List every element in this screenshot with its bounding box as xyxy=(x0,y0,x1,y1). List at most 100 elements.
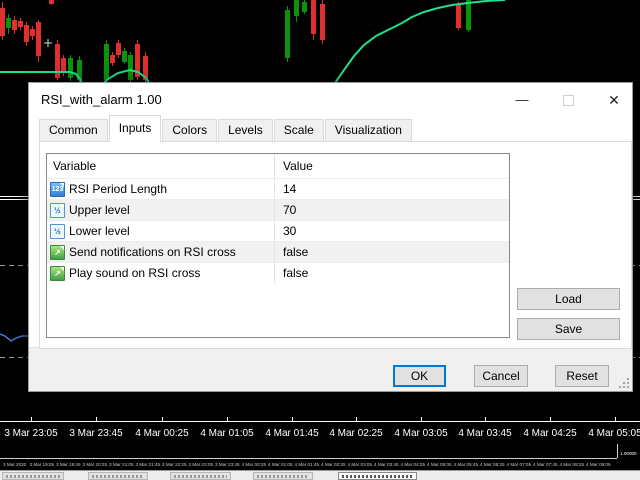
time-axis-label: 3 Mar 23:05 xyxy=(4,428,58,439)
time-axis-label: 4 Mar 03:45 xyxy=(458,428,512,439)
candle-body xyxy=(122,51,127,62)
candle-body xyxy=(24,25,29,42)
table-row[interactable]: ↗ Send notifications on RSI cross false xyxy=(47,241,509,262)
ma-line xyxy=(99,68,152,87)
candle-body xyxy=(320,4,325,40)
ma-line xyxy=(332,0,506,87)
candle-body xyxy=(6,18,11,28)
candle-body xyxy=(302,2,307,12)
candle-body xyxy=(68,58,73,78)
candle-body xyxy=(116,43,121,55)
mini-time-axis-label: 4 Mar 05:45 xyxy=(454,462,479,467)
reset-button[interactable]: Reset xyxy=(555,365,609,387)
mini-time-axis-label: 4 Mar 08:25 xyxy=(560,462,585,467)
chart-window-tab[interactable] xyxy=(2,472,64,480)
minimize-icon[interactable]: — xyxy=(515,92,529,107)
candle-body xyxy=(0,8,5,36)
tab-levels[interactable]: Levels xyxy=(218,119,273,141)
time-axis-label: 3 Mar 23:45 xyxy=(69,428,123,439)
mini-time-axis-label: 3 Mar 21:45 xyxy=(136,462,161,467)
table-row[interactable]: ↗ Play sound on RSI cross false xyxy=(47,262,509,283)
indicator-properties-dialog: RSI_with_alarm 1.00 — ✕ Common Inputs Co… xyxy=(28,82,633,392)
chart-window-tabbar xyxy=(0,470,640,480)
candle-body xyxy=(61,58,66,72)
bool-icon: ↗ xyxy=(50,244,65,260)
inputs-table[interactable]: Variable Value 123 RSI Period Length 14 … xyxy=(46,153,510,338)
inputs-tab-page: Variable Value 123 RSI Period Length 14 … xyxy=(39,141,632,349)
variable-value[interactable]: 14 xyxy=(274,179,509,199)
mini-time-axis-label: 4 Mar 01:05 xyxy=(268,462,293,467)
mini-time-axis-label: 4 Mar 04:25 xyxy=(401,462,426,467)
candle-body xyxy=(18,21,23,27)
mini-time-axis-label: 4 Mar 05:05 xyxy=(427,462,452,467)
mini-time-axis-label: 3 Mar 22:25 xyxy=(162,462,187,467)
variable-name: Upper level xyxy=(69,203,130,217)
variable-value[interactable]: false xyxy=(274,263,509,283)
variable-name: RSI Period Length xyxy=(69,182,168,196)
cancel-button[interactable]: Cancel xyxy=(474,365,528,387)
integer-icon: 123 xyxy=(50,181,65,197)
load-button[interactable]: Load xyxy=(517,288,620,310)
mini-time-axis-label: 3 Mar 2020 xyxy=(3,462,27,467)
table-row[interactable]: 123 RSI Period Length 14 xyxy=(47,178,509,199)
tab-colors[interactable]: Colors xyxy=(162,119,218,141)
resize-grip-icon[interactable] xyxy=(619,378,629,388)
tab-scale[interactable]: Scale xyxy=(273,119,324,141)
time-axis-label: 4 Mar 01:05 xyxy=(200,428,254,439)
mini-time-axis-label: 4 Mar 09:05 xyxy=(586,462,611,467)
candle-body xyxy=(456,5,461,28)
candle-body xyxy=(311,0,316,34)
double-icon: ½ xyxy=(50,202,65,218)
time-axis-label: 4 Mar 01:45 xyxy=(265,428,319,439)
tab-common[interactable]: Common xyxy=(39,119,108,141)
candle-body xyxy=(128,55,133,80)
tab-visualization[interactable]: Visualization xyxy=(324,119,412,141)
maximize-icon xyxy=(551,87,585,113)
time-axis-label: 4 Mar 02:25 xyxy=(329,428,383,439)
mini-time-axis-label: 4 Mar 00:25 xyxy=(242,462,267,467)
double-icon: ½ xyxy=(50,223,65,239)
candle-body xyxy=(30,29,35,36)
mini-time-axis-label: 4 Mar 01:45 xyxy=(295,462,320,467)
mini-time-axis-label: 3 Mar 19:45 xyxy=(56,462,81,467)
candle-body xyxy=(12,20,17,30)
mini-time-axis-label: 4 Mar 07:05 xyxy=(507,462,532,467)
candle-body xyxy=(36,22,41,56)
chart-window-tab[interactable] xyxy=(88,472,148,480)
variable-value[interactable]: 30 xyxy=(274,221,509,241)
rsi-line xyxy=(0,333,28,342)
mini-time-axis-label: 3 Mar 20:25 xyxy=(83,462,108,467)
variable-value[interactable]: 70 xyxy=(274,200,509,220)
table-row[interactable]: ½ Lower level 30 xyxy=(47,220,509,241)
candle-body xyxy=(110,55,115,63)
chart-window-tab-active[interactable] xyxy=(338,472,417,480)
tab-inputs[interactable]: Inputs xyxy=(108,115,162,142)
mini-time-axis-label: 4 Mar 07:45 xyxy=(533,462,558,467)
candle-body xyxy=(55,44,60,78)
candle-body xyxy=(49,0,54,4)
table-header: Variable Value xyxy=(47,154,509,178)
candle-body xyxy=(294,0,299,16)
variable-name: Send notifications on RSI cross xyxy=(69,245,236,259)
mini-time-axis-label: 4 Mar 02:25 xyxy=(321,462,346,467)
variable-value[interactable]: false xyxy=(274,242,509,262)
close-icon[interactable]: ✕ xyxy=(608,92,620,108)
candle-body xyxy=(104,44,109,80)
time-axis-label: 4 Mar 04:25 xyxy=(523,428,577,439)
mini-time-axis-label: 4 Mar 03:45 xyxy=(374,462,399,467)
chart-window-tab[interactable] xyxy=(170,472,231,480)
chart-window-tab[interactable] xyxy=(253,472,313,480)
ok-button[interactable]: OK xyxy=(393,365,446,387)
mini-time-axis-label: 3 Mar 21:05 xyxy=(109,462,134,467)
time-axis-label: 4 Mar 05:05 xyxy=(588,428,640,439)
candle-body xyxy=(285,10,290,58)
mini-time-axis-label: 3 Mar 23:05 xyxy=(189,462,214,467)
save-button[interactable]: Save xyxy=(517,318,620,340)
mini-time-axis-label: 3 Mar 23:45 xyxy=(215,462,240,467)
bool-icon: ↗ xyxy=(50,265,65,281)
table-row[interactable]: ½ Upper level 70 xyxy=(47,199,509,220)
mini-price-label: 1.00000 xyxy=(620,451,637,456)
dialog-titlebar[interactable]: RSI_with_alarm 1.00 — ✕ xyxy=(29,83,632,119)
dialog-tabs: Common Inputs Colors Levels Scale Visual… xyxy=(39,115,413,142)
